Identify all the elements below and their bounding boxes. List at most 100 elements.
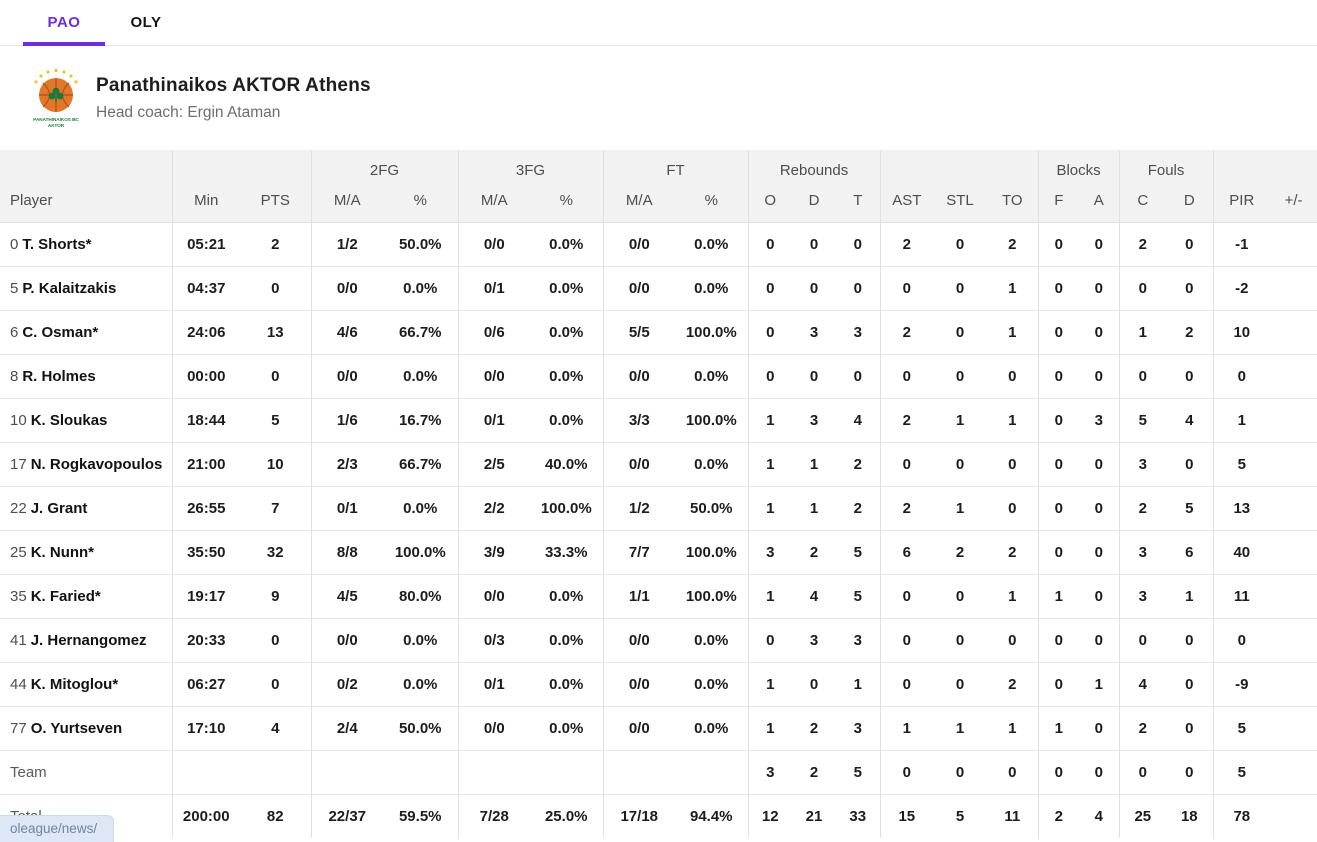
stat-cell-blk-f: 0 xyxy=(1037,749,1080,794)
player-row: 44 K. Mitoglou* 06:27 0 0/2 0.0% 0/1 0.0% 0/0 0.0… xyxy=(0,661,1317,706)
stat-cell-foul-d: 0 xyxy=(1166,265,1214,310)
stat-cell-3fg-ma: 7/28 xyxy=(457,793,530,838)
logo-stars xyxy=(34,68,78,84)
stat-cell-min: 17:10 xyxy=(171,705,240,750)
stat-cell-3fg-ma: 0/1 xyxy=(457,397,530,442)
stat-cell-reb-d: 2 xyxy=(792,529,837,574)
tab-oly[interactable]: OLY xyxy=(130,14,162,31)
gh-minpts-spacer xyxy=(171,150,311,180)
player-name: K. Nunn* xyxy=(30,543,95,561)
jersey-number: 6 xyxy=(10,323,19,341)
stat-cell-3fg-pct: 0.0% xyxy=(530,617,603,662)
stat-cell-3fg-pct xyxy=(530,749,603,794)
stat-cell-ft-ma: 0/0 xyxy=(602,705,675,750)
stat-cell-2fg-pct: 50.0% xyxy=(383,705,458,750)
stat-cell-reb-t: 4 xyxy=(836,397,881,442)
col-header-min: Min xyxy=(171,180,240,222)
player-name: T. Shorts* xyxy=(22,235,92,253)
stat-cell-ft-ma: 1/1 xyxy=(602,573,675,618)
player-row: 17 N. Rogkavopoulos 21:00 10 2/3 66.7% 2/5 40.0… xyxy=(0,441,1317,486)
stat-cell-plus-minus xyxy=(1270,661,1317,706)
stat-cell-pir: 78 xyxy=(1212,793,1271,838)
stat-cell-reb-o: 0 xyxy=(747,265,793,310)
stat-cell-reb-t: 33 xyxy=(836,793,881,838)
stat-cell-3fg-pct: 0.0% xyxy=(530,353,603,398)
stat-cell-min: 00:00 xyxy=(171,353,240,398)
stat-cell-pts: 82 xyxy=(240,793,311,838)
stat-cell-foul-d: 2 xyxy=(1166,309,1214,354)
stat-cell-reb-t: 1 xyxy=(836,661,881,706)
team-logo: PANATHINAIKOS BC AKTOR xyxy=(33,68,79,128)
player-cell: 22 J. Grant xyxy=(0,485,172,530)
stat-cell-to: 1 xyxy=(987,397,1039,442)
player-name: J. Hernangomez xyxy=(30,631,147,649)
stat-cell-2fg-ma: 1/2 xyxy=(310,221,383,266)
jersey-number: 77 xyxy=(10,719,27,737)
col-header-player: Player xyxy=(0,180,172,222)
stat-cell-2fg-ma: 4/5 xyxy=(310,573,383,618)
player-name: K. Faried* xyxy=(30,587,101,605)
stat-cell-reb-t: 5 xyxy=(836,573,881,618)
stat-cell-3fg-ma: 0/1 xyxy=(457,265,530,310)
tab-pao[interactable]: PAO xyxy=(23,0,105,46)
gh-aststlto-spacer xyxy=(879,150,1039,180)
stat-cell-stl: 0 xyxy=(933,661,988,706)
player-row: 22 J. Grant 26:55 7 0/1 0.0% 2/2 100.0% 1/2 50.0%… xyxy=(0,485,1317,530)
stat-cell-ft-ma: 0/0 xyxy=(602,221,675,266)
stat-cell-3fg-ma: 0/6 xyxy=(457,309,530,354)
player-name: R. Holmes xyxy=(22,367,96,385)
stat-cell-3fg-pct: 0.0% xyxy=(530,309,603,354)
jersey-number: 35 xyxy=(10,587,27,605)
player-row: 6 C. Osman* 24:06 13 4/6 66.7% 0/6 0.0% 5/5 100.0… xyxy=(0,309,1317,354)
stat-cell-2fg-pct: 0.0% xyxy=(383,353,458,398)
col-header-3fg-ma: M/A xyxy=(457,180,530,222)
stat-cell-2fg-pct: 0.0% xyxy=(383,485,458,530)
stat-cell-to: 11 xyxy=(987,793,1039,838)
stat-cell-pir: -9 xyxy=(1212,661,1271,706)
table-body: 0 T. Shorts* 05:21 2 1/2 50.0% 0/0 0.0% 0/0 0.0% 0… xyxy=(0,221,1317,838)
stat-cell-3fg-ma: 2/5 xyxy=(457,441,530,486)
stat-cell-3fg-ma: 3/9 xyxy=(457,529,530,574)
box-score-table: 2FG 3FG FT Rebounds Blocks Fouls Player … xyxy=(0,150,1317,838)
stat-cell-blk-f: 1 xyxy=(1037,705,1080,750)
stat-cell-3fg-ma: 0/1 xyxy=(457,661,530,706)
player-cell: 6 C. Osman* xyxy=(0,309,172,354)
col-header-foul-c: C xyxy=(1118,180,1167,222)
stat-cell-min: 20:33 xyxy=(171,617,240,662)
stat-cell-blk-f: 0 xyxy=(1037,529,1080,574)
stat-cell-pts: 0 xyxy=(240,353,311,398)
stat-cell-plus-minus xyxy=(1270,705,1317,750)
stat-cell-stl: 0 xyxy=(933,441,988,486)
stat-cell-foul-c: 3 xyxy=(1118,529,1167,574)
stat-cell-reb-t: 5 xyxy=(836,749,881,794)
stat-cell-reb-d: 0 xyxy=(792,265,837,310)
stat-cell-pir: 5 xyxy=(1212,749,1271,794)
player-cell: 35 K. Faried* xyxy=(0,573,172,618)
stat-cell-foul-d: 4 xyxy=(1166,397,1214,442)
team-total-row-label: Team xyxy=(0,749,172,794)
stat-cell-pts: 5 xyxy=(240,397,311,442)
stat-cell-2fg-pct: 80.0% xyxy=(383,573,458,618)
stat-cell-plus-minus xyxy=(1270,441,1317,486)
stat-cell-3fg-ma xyxy=(457,749,530,794)
stat-cell-pts: 13 xyxy=(240,309,311,354)
stat-cell-reb-o: 3 xyxy=(747,529,793,574)
col-header-reb-d: D xyxy=(792,180,837,222)
stat-cell-pir: 40 xyxy=(1212,529,1271,574)
stat-cell-plus-minus xyxy=(1270,397,1317,442)
stat-cell-ast: 2 xyxy=(879,397,934,442)
col-header-stl: STL xyxy=(933,180,988,222)
col-header-2fg-ma: M/A xyxy=(310,180,383,222)
col-header-ast: AST xyxy=(879,180,934,222)
player-name: P. Kalaitzakis xyxy=(22,279,117,297)
stat-cell-ft-pct: 50.0% xyxy=(675,485,749,530)
stat-cell-reb-d: 3 xyxy=(792,617,837,662)
stat-cell-pir: 5 xyxy=(1212,705,1271,750)
col-header-reb-t: T xyxy=(836,180,881,222)
stat-cell-stl: 0 xyxy=(933,573,988,618)
stat-cell-reb-t: 0 xyxy=(836,221,881,266)
stat-cell-3fg-ma: 2/2 xyxy=(457,485,530,530)
stat-cell-2fg-pct: 66.7% xyxy=(383,441,458,486)
stat-cell-2fg-ma: 8/8 xyxy=(310,529,383,574)
stat-cell-blk-f: 0 xyxy=(1037,397,1080,442)
